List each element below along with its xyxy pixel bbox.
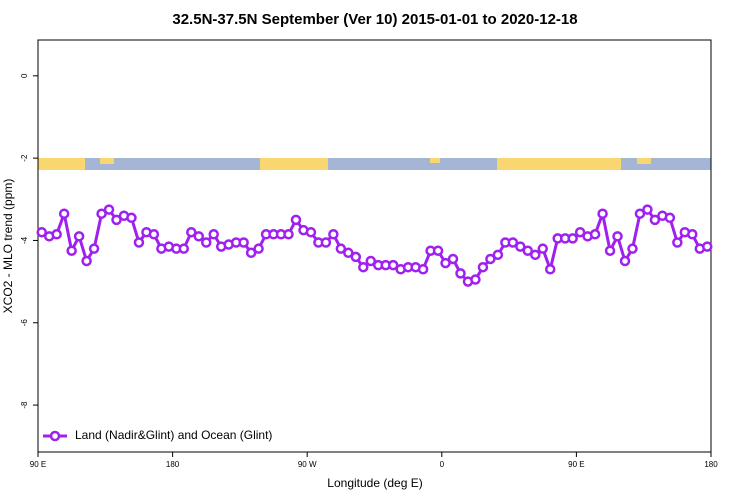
data-point (387, 259, 399, 271)
data-point (193, 231, 205, 242)
data-point (432, 245, 444, 256)
data-point (66, 245, 77, 256)
data-point (522, 245, 534, 256)
legend-marker (49, 430, 61, 442)
data-point (604, 245, 616, 256)
data-point (627, 243, 638, 254)
x-tick-label: 180 (166, 460, 180, 469)
data-point (208, 229, 219, 240)
y-tick-label: -8 (20, 401, 29, 409)
y-tick-label: 0 (20, 73, 29, 78)
data-point (612, 231, 623, 242)
x-axis-label: Longitude (deg E) (327, 476, 422, 490)
y-tick-label: -6 (20, 319, 29, 327)
data-point (186, 226, 197, 238)
data-point (507, 237, 519, 248)
data-point (111, 214, 122, 226)
data-point (589, 229, 601, 240)
data-point (343, 247, 354, 259)
data-point (320, 237, 332, 248)
data-point (687, 229, 698, 240)
data-point (417, 264, 429, 275)
x-tick-label: 0 (440, 460, 445, 469)
data-point (672, 237, 683, 248)
data-point (702, 241, 713, 252)
y-axis-label: XCO2 - MLO trend (ppm) (1, 179, 15, 314)
x-tick-label: 90 W (298, 460, 317, 469)
data-point (133, 237, 145, 248)
data-point (470, 274, 481, 285)
data-point (365, 255, 377, 267)
data-point (201, 237, 212, 248)
data-point (335, 243, 347, 254)
data-point (574, 226, 586, 238)
data-point (485, 253, 496, 265)
data-point (537, 243, 548, 254)
data-point (597, 208, 608, 219)
data-point (515, 241, 526, 252)
x-tick-label: 90 E (568, 460, 584, 469)
data-point (350, 251, 362, 263)
data-point (440, 257, 451, 269)
data-point (126, 212, 137, 224)
x-tick-label: 180 (704, 460, 718, 469)
data-point (238, 237, 249, 248)
data-point (36, 226, 47, 238)
data-point (73, 231, 85, 242)
data-point (530, 249, 541, 261)
data-point (642, 204, 653, 215)
data-point (477, 261, 489, 273)
x-tick-label: 90 E (30, 460, 46, 469)
data-point (290, 214, 302, 226)
data-point (567, 233, 578, 244)
chart-title: 32.5N-37.5N September (Ver 10) 2015-01-0… (172, 11, 577, 28)
data-point (664, 212, 676, 224)
data-point (328, 229, 339, 240)
data-point (492, 249, 504, 261)
data-point (103, 204, 115, 215)
data-point (305, 226, 317, 238)
land-ocean-strip (38, 158, 711, 170)
legend-label: Land (Nadir&Glint) and Ocean (Glint) (75, 428, 272, 442)
data-point (51, 229, 62, 240)
data-point (619, 255, 631, 267)
y-tick-label: -2 (20, 154, 29, 162)
data-point (544, 264, 556, 275)
data-point (283, 229, 294, 240)
data-point (81, 255, 92, 267)
data-point (88, 243, 100, 254)
data-point (358, 261, 369, 273)
data-point (245, 247, 257, 259)
data-point (96, 208, 107, 219)
data-point (634, 208, 646, 219)
data-point (455, 268, 466, 279)
data-point (148, 229, 160, 240)
y-tick-label: -4 (20, 236, 29, 244)
data-point (253, 243, 264, 254)
data-point (178, 243, 190, 254)
data-point (649, 214, 661, 226)
data-point (58, 208, 70, 219)
data-point (447, 253, 459, 265)
